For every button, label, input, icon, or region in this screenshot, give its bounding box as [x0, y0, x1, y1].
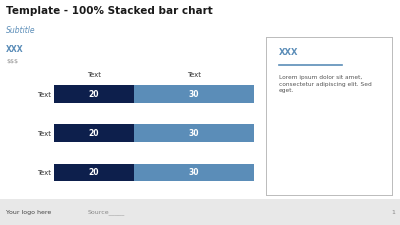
Text: Lorem ipsum dolor sit amet,
consectetur adipiscing elit. Sed
eget.: Lorem ipsum dolor sit amet, consectetur … [279, 75, 371, 93]
Text: 30: 30 [189, 90, 199, 99]
Text: $$$: $$$ [6, 58, 18, 63]
Text: 1: 1 [391, 209, 395, 215]
Text: 30: 30 [189, 129, 199, 138]
Text: Your logo here: Your logo here [6, 209, 51, 215]
Text: XXX: XXX [279, 48, 298, 57]
Bar [54, 164, 134, 181]
Text: Text: Text [87, 72, 101, 78]
Text: Text: Text [187, 72, 201, 78]
Text: Template - 100% Stacked bar chart: Template - 100% Stacked bar chart [6, 6, 213, 16]
Text: 20: 20 [89, 168, 99, 177]
Bar [54, 124, 134, 142]
Text: 30: 30 [189, 168, 199, 177]
Text: 20: 20 [89, 129, 99, 138]
Text: Source_____: Source_____ [88, 209, 125, 215]
Bar [134, 124, 254, 142]
Bar [134, 164, 254, 181]
Text: Subtitle: Subtitle [6, 26, 36, 35]
Bar [134, 85, 254, 103]
Text: XXX: XXX [6, 45, 24, 54]
Text: 20: 20 [89, 90, 99, 99]
Bar [54, 85, 134, 103]
